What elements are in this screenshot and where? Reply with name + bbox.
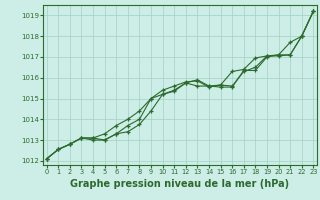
- X-axis label: Graphe pression niveau de la mer (hPa): Graphe pression niveau de la mer (hPa): [70, 179, 290, 189]
